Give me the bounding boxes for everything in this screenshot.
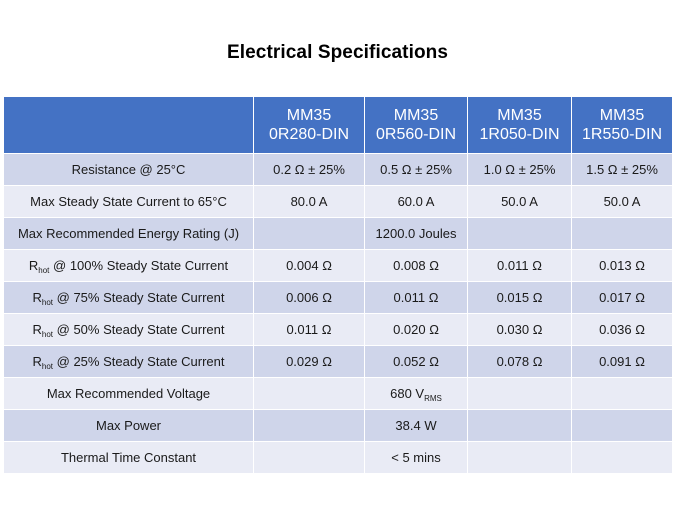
column-header-line2: 0R280-DIN <box>268 126 350 143</box>
column-header-line1: MM35 <box>286 107 332 124</box>
column-header-line2: 1R050-DIN <box>479 126 560 143</box>
table-cell: 0.091 Ω <box>571 345 673 378</box>
table-cell <box>571 377 673 410</box>
row-label: Resistance @ 25°C <box>3 153 254 186</box>
row-label: Max Recommended Voltage <box>3 377 254 410</box>
row-label: Rhot @ 75% Steady State Current <box>3 281 254 314</box>
table-cell <box>253 217 365 250</box>
row-label-sub: hot <box>41 362 54 371</box>
table-row: Max Steady State Current to 65°C 80.0 A … <box>3 185 673 218</box>
header-corner-cell <box>3 96 254 154</box>
table-cell <box>467 409 572 442</box>
table-cell: 0.015 Ω <box>467 281 572 314</box>
table-cell <box>571 217 673 250</box>
row-label: Rhot @ 25% Steady State Current <box>3 345 254 378</box>
voltage-unit-sub: RMS <box>424 394 442 403</box>
table-cell <box>253 377 365 410</box>
table-cell <box>571 409 673 442</box>
column-header-0r280: MM35 0R280-DIN <box>253 96 365 154</box>
table-row: Rhot @ 50% Steady State Current 0.011 Ω … <box>3 313 673 346</box>
table-cell: 0.011 Ω <box>364 281 468 314</box>
table-cell: 0.030 Ω <box>467 313 572 346</box>
table-row: Max Recommended Energy Rating (J) 1200.0… <box>3 217 673 250</box>
column-header-line1: MM35 <box>393 107 439 124</box>
table-cell: 0.2 Ω ± 25% <box>253 153 365 186</box>
table-cell <box>253 409 365 442</box>
table-cell: 60.0 A <box>364 185 468 218</box>
table-row: Rhot @ 75% Steady State Current 0.006 Ω … <box>3 281 673 314</box>
table-cell: 80.0 A <box>253 185 365 218</box>
table-cell: 680 VRMS <box>364 377 468 410</box>
table-cell: 1200.0 Joules <box>364 217 468 250</box>
row-label-rest: @ 75% Steady State Current <box>53 290 225 305</box>
table-cell: 0.011 Ω <box>467 249 572 282</box>
row-label: Max Steady State Current to 65°C <box>3 185 254 218</box>
row-label: Rhot @ 50% Steady State Current <box>3 313 254 346</box>
table-cell: 0.006 Ω <box>253 281 365 314</box>
table-header-row: MM35 0R280-DIN MM35 0R560-DIN MM35 1R050… <box>3 96 673 154</box>
row-label-sub: hot <box>41 298 54 307</box>
column-header-line2: 1R550-DIN <box>581 126 663 143</box>
row-label-main: R <box>28 258 39 273</box>
page-title: Electrical Specifications <box>226 42 449 63</box>
table-row: Max Power 38.4 W <box>3 409 673 442</box>
column-header-1r550: MM35 1R550-DIN <box>571 96 673 154</box>
column-header-line1: MM35 <box>599 107 645 124</box>
table-cell: 0.036 Ω <box>571 313 673 346</box>
table-cell: 0.029 Ω <box>253 345 365 378</box>
table-cell: 1.0 Ω ± 25% <box>467 153 572 186</box>
row-label: Max Recommended Energy Rating (J) <box>3 217 254 250</box>
table-cell: 0.017 Ω <box>571 281 673 314</box>
table-row: Rhot @ 25% Steady State Current 0.029 Ω … <box>3 345 673 378</box>
row-label-rest: @ 50% Steady State Current <box>53 322 225 337</box>
table-row: Rhot @ 100% Steady State Current 0.004 Ω… <box>3 249 673 282</box>
table-cell: 0.052 Ω <box>364 345 468 378</box>
row-label-main: R <box>32 290 42 305</box>
voltage-value: 680 V <box>390 386 425 401</box>
row-label-rest: @ 100% Steady State Current <box>49 258 229 273</box>
row-label: Max Power <box>3 409 254 442</box>
table-row: Thermal Time Constant < 5 mins <box>3 441 673 474</box>
table-cell: 38.4 W <box>364 409 468 442</box>
table-cell: 0.008 Ω <box>364 249 468 282</box>
table-cell: 50.0 A <box>571 185 673 218</box>
table-row: Max Recommended Voltage 680 VRMS <box>3 377 673 410</box>
column-header-1r050: MM35 1R050-DIN <box>467 96 572 154</box>
row-label-sub: hot <box>41 330 54 339</box>
table-cell <box>253 441 365 474</box>
row-label-main: R <box>32 354 42 369</box>
row-label-rest: @ 25% Steady State Current <box>53 354 225 369</box>
table-cell <box>467 377 572 410</box>
table-cell: 0.011 Ω <box>253 313 365 346</box>
table-cell: 0.020 Ω <box>364 313 468 346</box>
table-cell <box>467 217 572 250</box>
table-cell <box>571 441 673 474</box>
column-header-line2: 0R560-DIN <box>375 126 457 143</box>
table-cell: 1.5 Ω ± 25% <box>571 153 673 186</box>
table-cell: 0.004 Ω <box>253 249 365 282</box>
table-cell: < 5 mins <box>364 441 468 474</box>
column-header-line1: MM35 <box>497 107 542 124</box>
electrical-specs-table: MM35 0R280-DIN MM35 0R560-DIN MM35 1R050… <box>3 96 673 474</box>
row-label: Thermal Time Constant <box>3 441 254 474</box>
table-cell: 0.5 Ω ± 25% <box>364 153 468 186</box>
table-cell: 0.078 Ω <box>467 345 572 378</box>
table-cell: 0.013 Ω <box>571 249 673 282</box>
table-row: Resistance @ 25°C 0.2 Ω ± 25% 0.5 Ω ± 25… <box>3 153 673 186</box>
row-label: Rhot @ 100% Steady State Current <box>3 249 254 282</box>
row-label-main: R <box>32 322 42 337</box>
column-header-0r560: MM35 0R560-DIN <box>364 96 468 154</box>
table-cell <box>467 441 572 474</box>
table-cell: 50.0 A <box>467 185 572 218</box>
row-label-sub: hot <box>38 266 50 275</box>
